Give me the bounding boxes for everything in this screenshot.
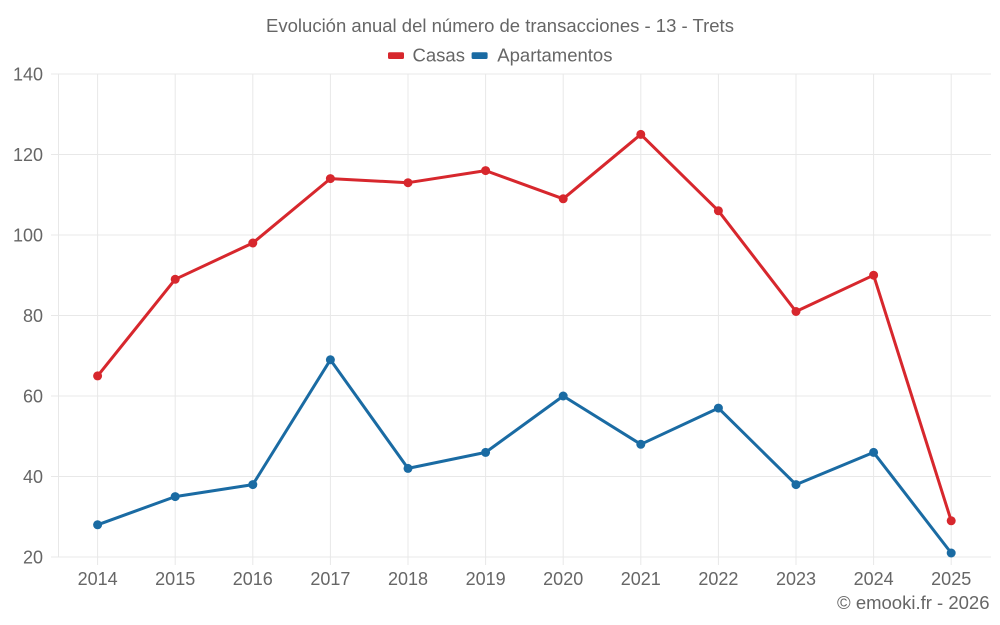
svg-text:80: 80	[23, 306, 43, 326]
svg-text:2020: 2020	[543, 569, 583, 589]
svg-text:2015: 2015	[155, 569, 195, 589]
svg-text:2016: 2016	[233, 569, 273, 589]
svg-text:2017: 2017	[310, 569, 350, 589]
svg-text:2014: 2014	[78, 569, 118, 589]
svg-text:120: 120	[13, 145, 43, 165]
svg-text:40: 40	[23, 467, 43, 487]
svg-text:2023: 2023	[776, 569, 816, 589]
svg-text:© emooki.fr - 2026: © emooki.fr - 2026	[837, 592, 989, 613]
svg-text:20: 20	[23, 547, 43, 567]
svg-text:Evolución anual del número de: Evolución anual del número de transaccio…	[266, 15, 734, 36]
svg-text:2018: 2018	[388, 569, 428, 589]
svg-text:2022: 2022	[698, 569, 738, 589]
svg-text:100: 100	[13, 225, 43, 245]
svg-text:2025: 2025	[931, 569, 971, 589]
svg-text:2021: 2021	[621, 569, 661, 589]
svg-text:Apartamentos: Apartamentos	[497, 45, 612, 66]
svg-text:Casas: Casas	[413, 45, 465, 66]
svg-text:2019: 2019	[466, 569, 506, 589]
svg-text:140: 140	[13, 64, 43, 84]
svg-text:60: 60	[23, 386, 43, 406]
svg-text:2024: 2024	[854, 569, 894, 589]
